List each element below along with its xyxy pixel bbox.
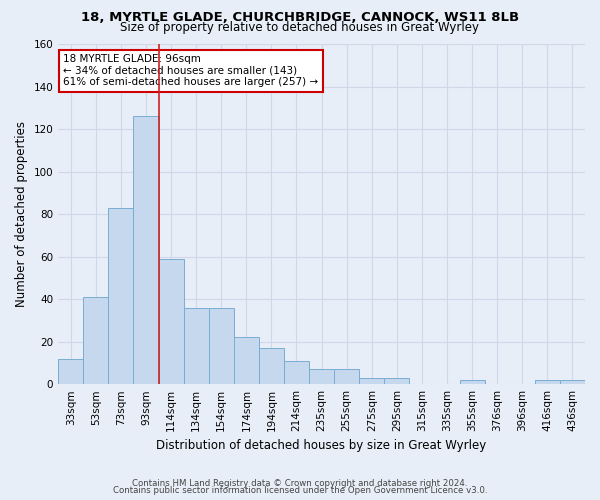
Bar — [334, 370, 359, 384]
Bar — [535, 380, 560, 384]
Bar — [234, 338, 259, 384]
Bar — [385, 378, 409, 384]
Text: 18, MYRTLE GLADE, CHURCHBRIDGE, CANNOCK, WS11 8LB: 18, MYRTLE GLADE, CHURCHBRIDGE, CANNOCK,… — [81, 11, 519, 24]
Bar — [209, 308, 234, 384]
Bar — [359, 378, 385, 384]
Bar — [58, 358, 83, 384]
Bar — [560, 380, 585, 384]
Text: Contains HM Land Registry data © Crown copyright and database right 2024.: Contains HM Land Registry data © Crown c… — [132, 478, 468, 488]
Text: 18 MYRTLE GLADE: 96sqm
← 34% of detached houses are smaller (143)
61% of semi-de: 18 MYRTLE GLADE: 96sqm ← 34% of detached… — [64, 54, 319, 88]
Bar — [184, 308, 209, 384]
Y-axis label: Number of detached properties: Number of detached properties — [15, 121, 28, 307]
Bar — [460, 380, 485, 384]
X-axis label: Distribution of detached houses by size in Great Wyrley: Distribution of detached houses by size … — [157, 440, 487, 452]
Bar — [158, 258, 184, 384]
Text: Size of property relative to detached houses in Great Wyrley: Size of property relative to detached ho… — [121, 21, 479, 34]
Bar — [284, 361, 309, 384]
Bar — [133, 116, 158, 384]
Bar — [259, 348, 284, 384]
Bar — [83, 297, 109, 384]
Bar — [109, 208, 133, 384]
Text: Contains public sector information licensed under the Open Government Licence v3: Contains public sector information licen… — [113, 486, 487, 495]
Bar — [309, 370, 334, 384]
